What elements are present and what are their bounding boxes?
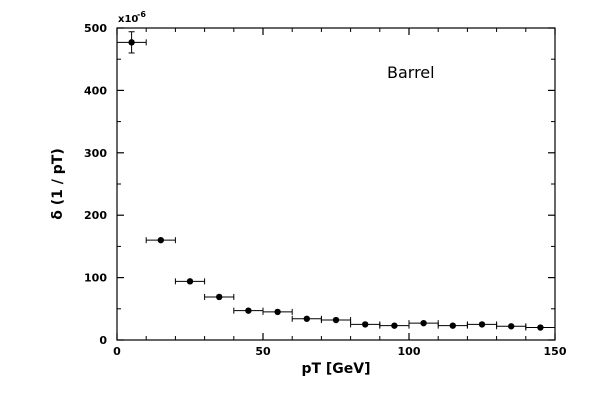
x-axis-label: pT [GeV] bbox=[301, 361, 370, 377]
data-point bbox=[496, 323, 527, 330]
barrel-annotation: Barrel bbox=[387, 63, 435, 82]
x-tick-label: 50 bbox=[255, 345, 271, 358]
data-point bbox=[408, 319, 439, 327]
data-marker bbox=[478, 321, 486, 328]
data-marker bbox=[332, 316, 340, 324]
data-points bbox=[116, 31, 556, 331]
plot-frame bbox=[116, 27, 556, 341]
data-point bbox=[262, 308, 293, 316]
data-marker bbox=[508, 323, 515, 330]
y-tick-label: 100 bbox=[84, 272, 107, 285]
y-tick-label: 400 bbox=[84, 84, 107, 97]
y-multiplier-exponent: -6 bbox=[137, 10, 146, 19]
data-point bbox=[116, 31, 147, 54]
data-point bbox=[350, 321, 381, 328]
x-tick-label: 150 bbox=[544, 345, 567, 358]
data-point bbox=[233, 307, 264, 314]
y-tick-label: 300 bbox=[84, 147, 107, 160]
data-point bbox=[437, 322, 468, 329]
data-point bbox=[145, 236, 176, 244]
data-marker bbox=[216, 293, 223, 301]
y-tick-label: 500 bbox=[84, 22, 107, 35]
data-marker bbox=[157, 236, 164, 244]
data-marker bbox=[245, 307, 252, 314]
data-point bbox=[320, 316, 352, 324]
y-axis-label: δ (1 / pT) bbox=[50, 148, 66, 219]
y-multiplier-base: x10 bbox=[118, 14, 138, 25]
data-marker bbox=[391, 322, 398, 329]
x-tick-label: 0 bbox=[113, 345, 121, 358]
data-point bbox=[466, 321, 498, 328]
data-point bbox=[174, 278, 206, 285]
data-marker bbox=[420, 319, 427, 327]
data-point bbox=[525, 324, 556, 331]
axis-ticks bbox=[116, 27, 556, 341]
data-point bbox=[204, 293, 235, 301]
data-marker bbox=[303, 315, 310, 322]
axis-tick-labels: 0 50 100 150 0 100 200 300 400 500 bbox=[84, 22, 567, 358]
y-tick-label: 200 bbox=[84, 209, 107, 222]
data-point bbox=[379, 322, 410, 329]
data-marker bbox=[186, 278, 194, 285]
y-tick-label: 0 bbox=[99, 334, 107, 347]
data-marker bbox=[362, 321, 369, 328]
x-tick-label: 100 bbox=[398, 345, 421, 358]
data-marker bbox=[537, 324, 544, 331]
data-marker bbox=[274, 308, 281, 316]
data-point bbox=[291, 315, 322, 322]
data-marker bbox=[449, 322, 456, 329]
data-marker bbox=[128, 39, 135, 46]
